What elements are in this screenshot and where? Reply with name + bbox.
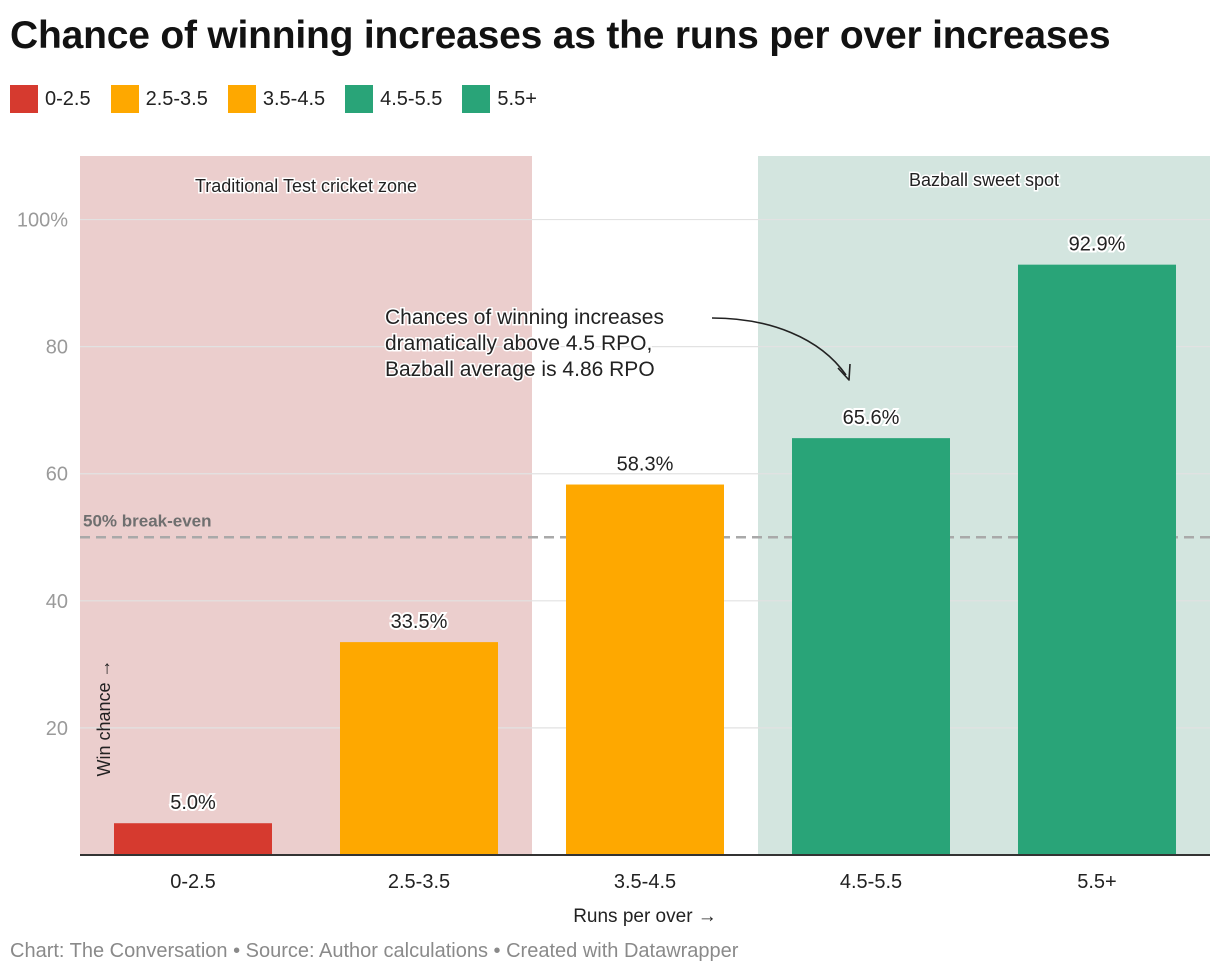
x-axis-title: Runs per over → — [573, 906, 717, 927]
bar — [1018, 264, 1176, 855]
legend-label: 5.5+ — [497, 87, 537, 110]
x-tick-label: 5.5+ — [1077, 871, 1116, 893]
y-tick-label: 20 — [46, 718, 68, 740]
bar-value-label: 92.9% — [1069, 234, 1126, 256]
bar-value-label: 58.3% — [617, 454, 674, 476]
annotation-arrow — [711, 317, 847, 376]
y-tick-label: 100% — [17, 210, 68, 232]
chart-footer: Chart: The Conversation • Source: Author… — [10, 940, 739, 962]
annotation-arrowhead — [837, 363, 851, 381]
legend-swatch — [345, 85, 374, 113]
legend-item-0-2-5: 0-2.5 — [10, 85, 91, 113]
annotation-text: Chances of winning increases — [385, 306, 664, 329]
legend-swatch — [462, 85, 491, 113]
legend-label: 0-2.5 — [45, 87, 91, 110]
legend-item-4-5-5-5: 4.5-5.5 — [345, 85, 442, 113]
bar-value-label: 5.0% — [170, 792, 216, 814]
zone-label: Bazball sweet spot — [909, 170, 1059, 190]
x-tick-label: 2.5-3.5 — [388, 871, 450, 893]
chart-title: Chance of winning increases as the runs … — [10, 14, 1111, 57]
bar — [114, 823, 272, 855]
x-tick-label: 4.5-5.5 — [840, 871, 902, 893]
x-tick-label: 0-2.5 — [170, 871, 216, 893]
bar — [340, 642, 498, 855]
y-tick-label: 40 — [46, 591, 68, 613]
zone-label: Traditional Test cricket zone — [195, 176, 417, 196]
legend-item-3-5-4-5: 3.5-4.5 — [227, 85, 326, 113]
legend-swatch — [110, 85, 139, 113]
legend-label: 2.5-3.5 — [145, 87, 208, 110]
annotation-text: Bazball average is 4.86 RPO — [385, 358, 655, 381]
legend-swatch — [227, 85, 256, 113]
annotation-text: dramatically above 4.5 RPO, — [385, 332, 652, 355]
legend-swatch — [10, 85, 38, 113]
bar — [792, 438, 950, 855]
bar-value-label: 65.6% — [843, 407, 900, 429]
bar — [566, 484, 724, 855]
legend-item-2-5-3-5: 2.5-3.5 — [110, 85, 208, 113]
x-tick-label: 3.5-4.5 — [614, 871, 676, 893]
y-tick-label: 60 — [46, 464, 68, 486]
bar-value-label: 33.5% — [391, 611, 448, 633]
break-even-label: 50% break-even — [83, 511, 212, 530]
legend-label: 3.5-4.5 — [262, 87, 326, 110]
y-axis-title: Win chance → — [94, 659, 114, 776]
y-tick-label: 80 — [46, 337, 68, 359]
legend-label: 4.5-5.5 — [380, 87, 443, 110]
legend: 0-2.5 2.5-3.5 3.5-4.5 4.5-5.5 5.5+ — [10, 84, 557, 114]
legend-item-5-5-plus: 5.5+ — [462, 85, 537, 113]
